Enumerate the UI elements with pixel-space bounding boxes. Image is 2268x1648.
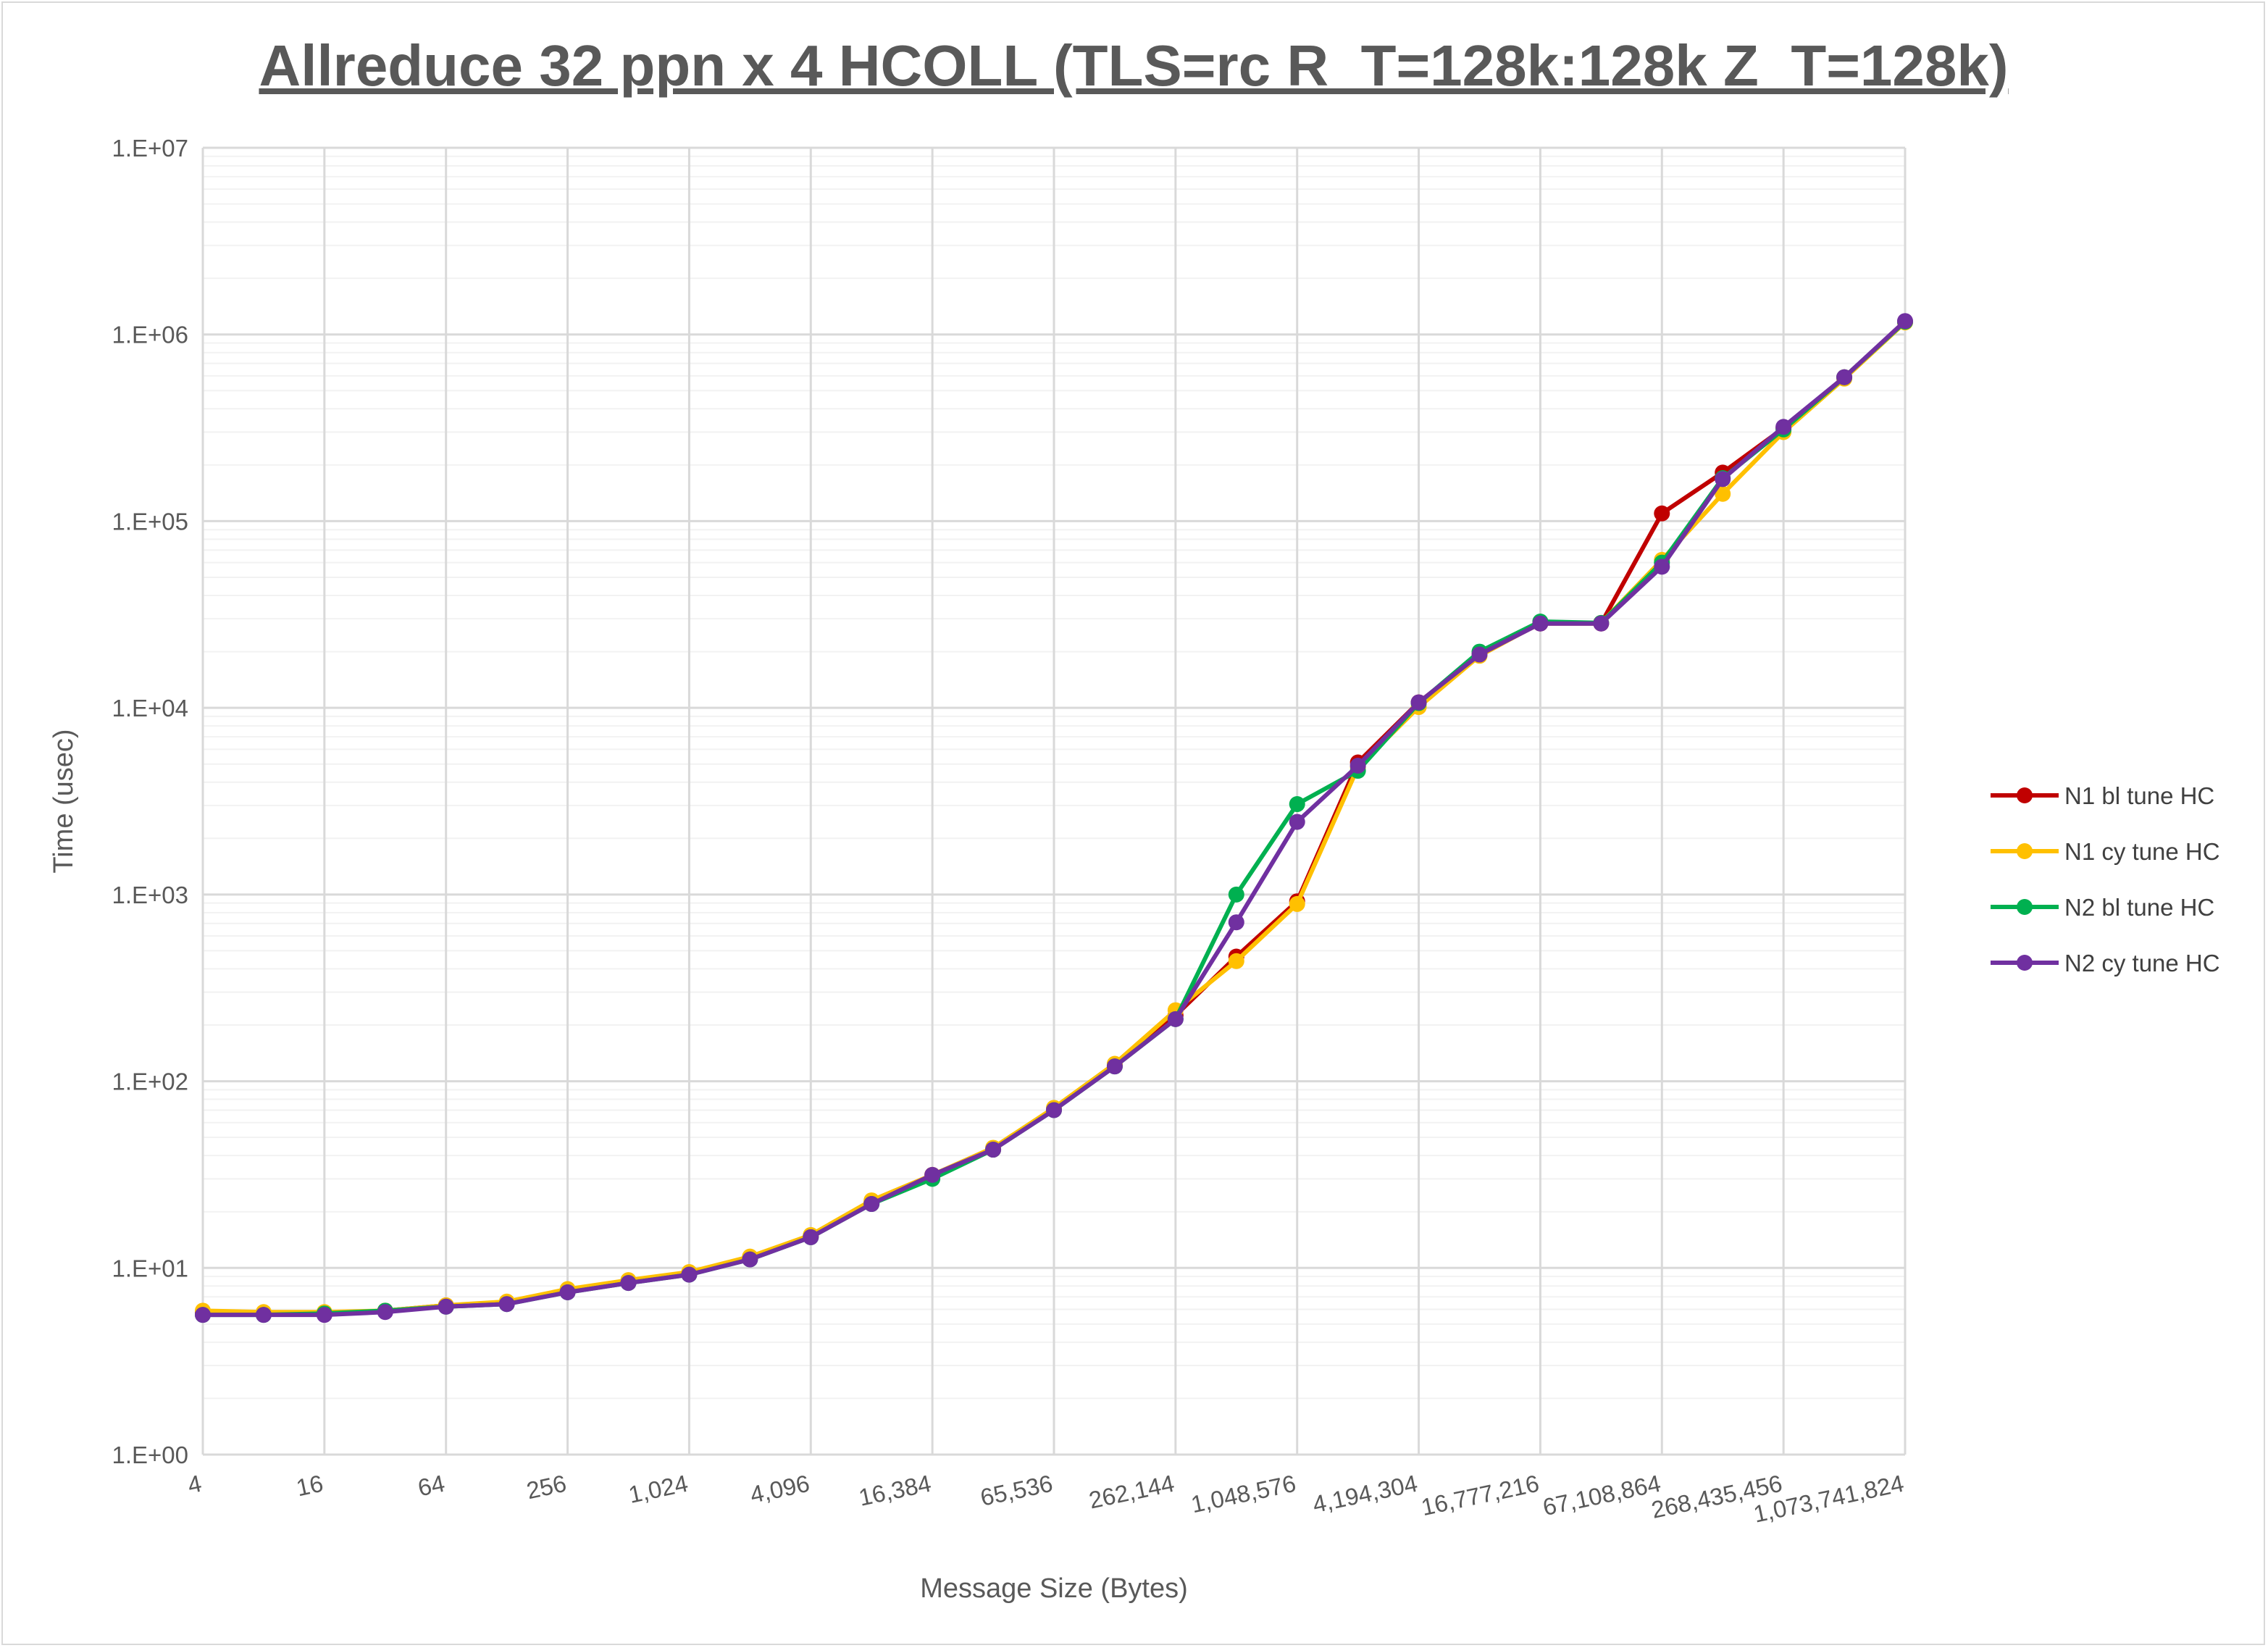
data-point xyxy=(1654,559,1670,575)
gridlines xyxy=(201,146,1907,1456)
chart-title: Allreduce 32 ppn x 4 HCOLL (TLS=rc R_T=1… xyxy=(259,33,2008,98)
data-point xyxy=(1715,485,1731,502)
data-point xyxy=(1289,796,1305,813)
y-tick-label: 1.E+01 xyxy=(112,1255,188,1281)
data-point xyxy=(1775,419,1792,435)
data-point xyxy=(1289,895,1305,912)
data-point xyxy=(438,1298,454,1315)
data-point xyxy=(1228,914,1244,931)
x-tick-label: 16,384 xyxy=(856,1470,933,1511)
data-point xyxy=(1715,471,1731,488)
data-point xyxy=(195,1307,211,1323)
data-point xyxy=(1228,953,1244,969)
x-tick-label: 64 xyxy=(416,1470,448,1502)
data-point xyxy=(1471,646,1488,663)
x-tick-label: 4 xyxy=(185,1470,204,1499)
data-point xyxy=(681,1266,698,1283)
data-point xyxy=(620,1275,637,1292)
data-point xyxy=(1046,1102,1062,1118)
y-tick-label: 1.E+05 xyxy=(112,508,188,535)
y-tick-label: 1.E+07 xyxy=(112,135,188,162)
y-tick-label: 1.E+03 xyxy=(112,882,188,908)
x-tick-label: 1,024 xyxy=(626,1470,690,1508)
data-point xyxy=(1410,694,1427,711)
legend-label: N1 cy tune HC xyxy=(2064,838,2220,865)
data-point xyxy=(1167,1011,1184,1027)
series-group xyxy=(195,313,1913,1323)
data-point xyxy=(377,1304,393,1321)
legend-label: N2 cy tune HC xyxy=(2064,950,2220,976)
data-point xyxy=(863,1196,880,1213)
data-point xyxy=(1349,757,1366,774)
x-tick-label: 4,096 xyxy=(748,1470,811,1508)
x-tick-label: 1,048,576 xyxy=(1189,1470,1298,1518)
legend-marker xyxy=(2017,955,2033,971)
data-point xyxy=(1836,369,1853,385)
y-tick-label: 1.E+04 xyxy=(112,695,188,721)
legend: N1 bl tune HC N1 cy tune HC N2 bl tune HC N… xyxy=(1991,782,2220,976)
legend-marker xyxy=(2017,899,2033,915)
data-point xyxy=(1289,813,1305,830)
legend-label: N1 bl tune HC xyxy=(2064,782,2214,809)
y-tick-label: 1.E+00 xyxy=(112,1442,188,1468)
data-point xyxy=(1654,505,1670,522)
data-point xyxy=(255,1307,272,1323)
data-point xyxy=(498,1296,515,1313)
data-point xyxy=(1228,886,1244,903)
data-point xyxy=(803,1229,819,1245)
data-point xyxy=(1593,615,1610,632)
data-point xyxy=(924,1166,941,1183)
x-axis-label: Message Size (Bytes) xyxy=(920,1573,1188,1604)
x-tick-label: 4,194,304 xyxy=(1310,1470,1420,1518)
legend-marker xyxy=(2017,787,2033,803)
x-tick-label: 65,536 xyxy=(978,1470,1055,1511)
data-point xyxy=(1532,615,1549,632)
y-tick-label: 1.E+06 xyxy=(112,322,188,348)
x-tick-label: 256 xyxy=(524,1470,569,1505)
y-axis-label: Time (usec) xyxy=(49,729,79,873)
legend-marker xyxy=(2017,843,2033,859)
x-tick-label: 16,777,216 xyxy=(1419,1470,1541,1521)
x-tick-label: 262,144 xyxy=(1087,1470,1176,1514)
data-point xyxy=(742,1251,758,1268)
legend-label: N2 bl tune HC xyxy=(2064,894,2214,921)
data-point xyxy=(559,1284,576,1300)
data-point xyxy=(1897,313,1913,330)
y-tick-label: 1.E+02 xyxy=(112,1068,188,1095)
data-point xyxy=(985,1142,1002,1158)
series-n2-cy-tune-hc xyxy=(195,313,1913,1323)
x-tick-label: 16 xyxy=(294,1470,326,1502)
data-point xyxy=(1106,1058,1123,1075)
data-point xyxy=(316,1307,332,1323)
x-tick-label: 67,108,864 xyxy=(1540,1470,1662,1521)
